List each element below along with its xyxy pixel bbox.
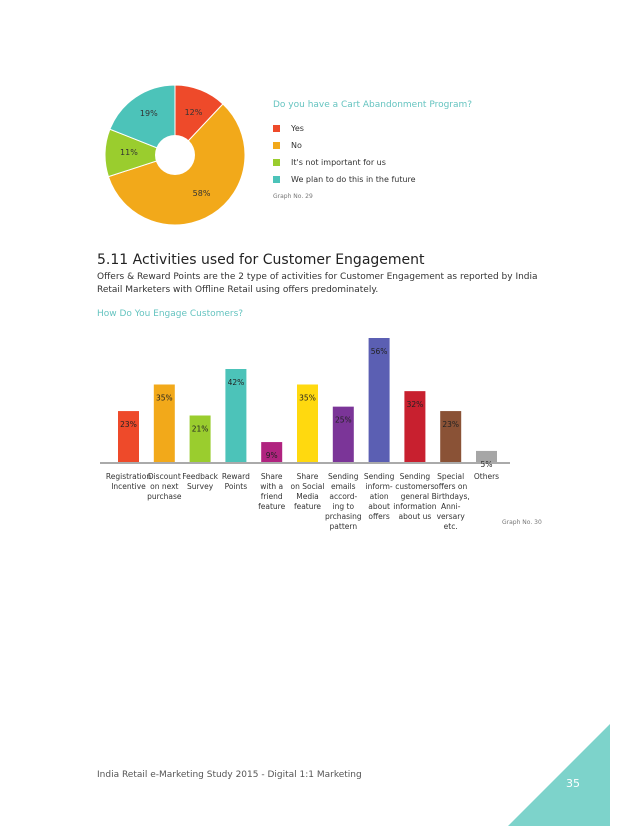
- bar-category-label: Discount on next purchase: [147, 472, 182, 501]
- legend-label: We plan to do this in the future: [291, 175, 416, 184]
- legend-swatch: [273, 142, 280, 149]
- bar-category-label: Special offers on Birthdays, Anni-versary et…: [431, 472, 470, 531]
- legend-item-it-s-not-important-for-us: It's not important for us: [273, 154, 493, 171]
- bar-feedback-survey: [189, 415, 211, 462]
- bar-value-label: 23%: [442, 420, 459, 429]
- bar-category-label: Share on Social Media feature: [290, 472, 325, 511]
- bar-reward-points: [225, 369, 247, 462]
- bar-sending-emails-accord-ing-to-prchasing-pattern: [332, 406, 354, 462]
- bar-sending-customers-general-information-about-us: [404, 391, 426, 462]
- legend-label: Yes: [291, 124, 304, 133]
- bar-category-label: Feedback Survey: [182, 472, 218, 491]
- bar-value-label: 23%: [120, 420, 137, 429]
- bar-category-label: Sending emails accord-ing to prchasing patte…: [324, 472, 362, 531]
- legend-item-no: No: [273, 137, 493, 154]
- pie-center-hole: [155, 135, 195, 175]
- legend-swatch: [273, 176, 280, 183]
- pie-chart: [104, 84, 246, 226]
- section-heading: 5.11 Activities used for Customer Engage…: [97, 252, 425, 268]
- bar-value-label: 21%: [192, 425, 209, 434]
- bar-registration-incentive: [118, 411, 139, 462]
- legend-label: No: [291, 141, 302, 150]
- pie-chart-title: Do you have a Cart Abandonment Program?: [273, 100, 473, 110]
- graph-number-30: Graph No. 30: [502, 519, 542, 526]
- bar-value-label: 25%: [335, 416, 352, 425]
- bar-share-on-social-media-feature: [297, 384, 318, 462]
- pie-label-we-plan-to-do-this-in-the-future: 19%: [139, 108, 158, 118]
- pie-slice-we-plan-to-do-this-in-the-future: [109, 84, 176, 156]
- bar-category-label: Registration Incentive: [105, 472, 152, 491]
- pie-label-no: 58%: [192, 188, 211, 198]
- footer-text: India Retail e-Marketing Study 2015 - Di…: [97, 770, 362, 780]
- bar-category-label: Sending inform-ation about offers: [363, 472, 395, 521]
- bar-value-label: 56%: [371, 347, 388, 356]
- bar-category-label: Reward Points: [221, 472, 250, 491]
- legend-item-yes: Yes: [273, 120, 493, 137]
- legend-swatch: [273, 159, 280, 166]
- bar-share-with-a-friend-feature: [261, 442, 283, 462]
- legend-item-we-plan-to-do-this-in-the-future: We plan to do this in the future: [273, 171, 493, 188]
- bar-value-label: 32%: [407, 400, 424, 409]
- bar-others: [476, 450, 497, 462]
- pie-label-yes: 12%: [184, 108, 203, 118]
- bar-category-label: Sending customers general information about …: [393, 472, 437, 521]
- corner-triangle: [508, 724, 610, 826]
- bar-discount-on-next-purchase: [153, 384, 175, 462]
- bar-chart-title: How Do You Engage Customers?: [97, 309, 244, 319]
- pie-legend: Do you have a Cart Abandonment Program? …: [273, 100, 493, 188]
- bar-value-label: 42%: [228, 378, 245, 387]
- bar-sending-inform-ation-about-offers: [368, 338, 390, 462]
- section-body: Offers & Reward Points are the 2 type of…: [97, 272, 538, 295]
- bar-category-label: Others: [473, 472, 500, 481]
- bar-category-label: Share with a friend feature: [258, 472, 286, 511]
- legend-swatch: [273, 125, 280, 132]
- legend-label: It's not important for us: [291, 158, 386, 167]
- graph-number-29: Graph No. 29: [273, 193, 313, 200]
- page-number: 35: [566, 777, 580, 790]
- pie-label-it-s-not-important-for-us: 11%: [120, 148, 138, 158]
- bar-special-offers-on-birthdays-anni-versary-etc: [440, 411, 462, 462]
- bar-value-label: 35%: [299, 394, 316, 403]
- bar-value-label: 9%: [266, 451, 278, 460]
- bar-value-label: 35%: [156, 394, 173, 403]
- bar-value-label: 5%: [481, 460, 493, 469]
